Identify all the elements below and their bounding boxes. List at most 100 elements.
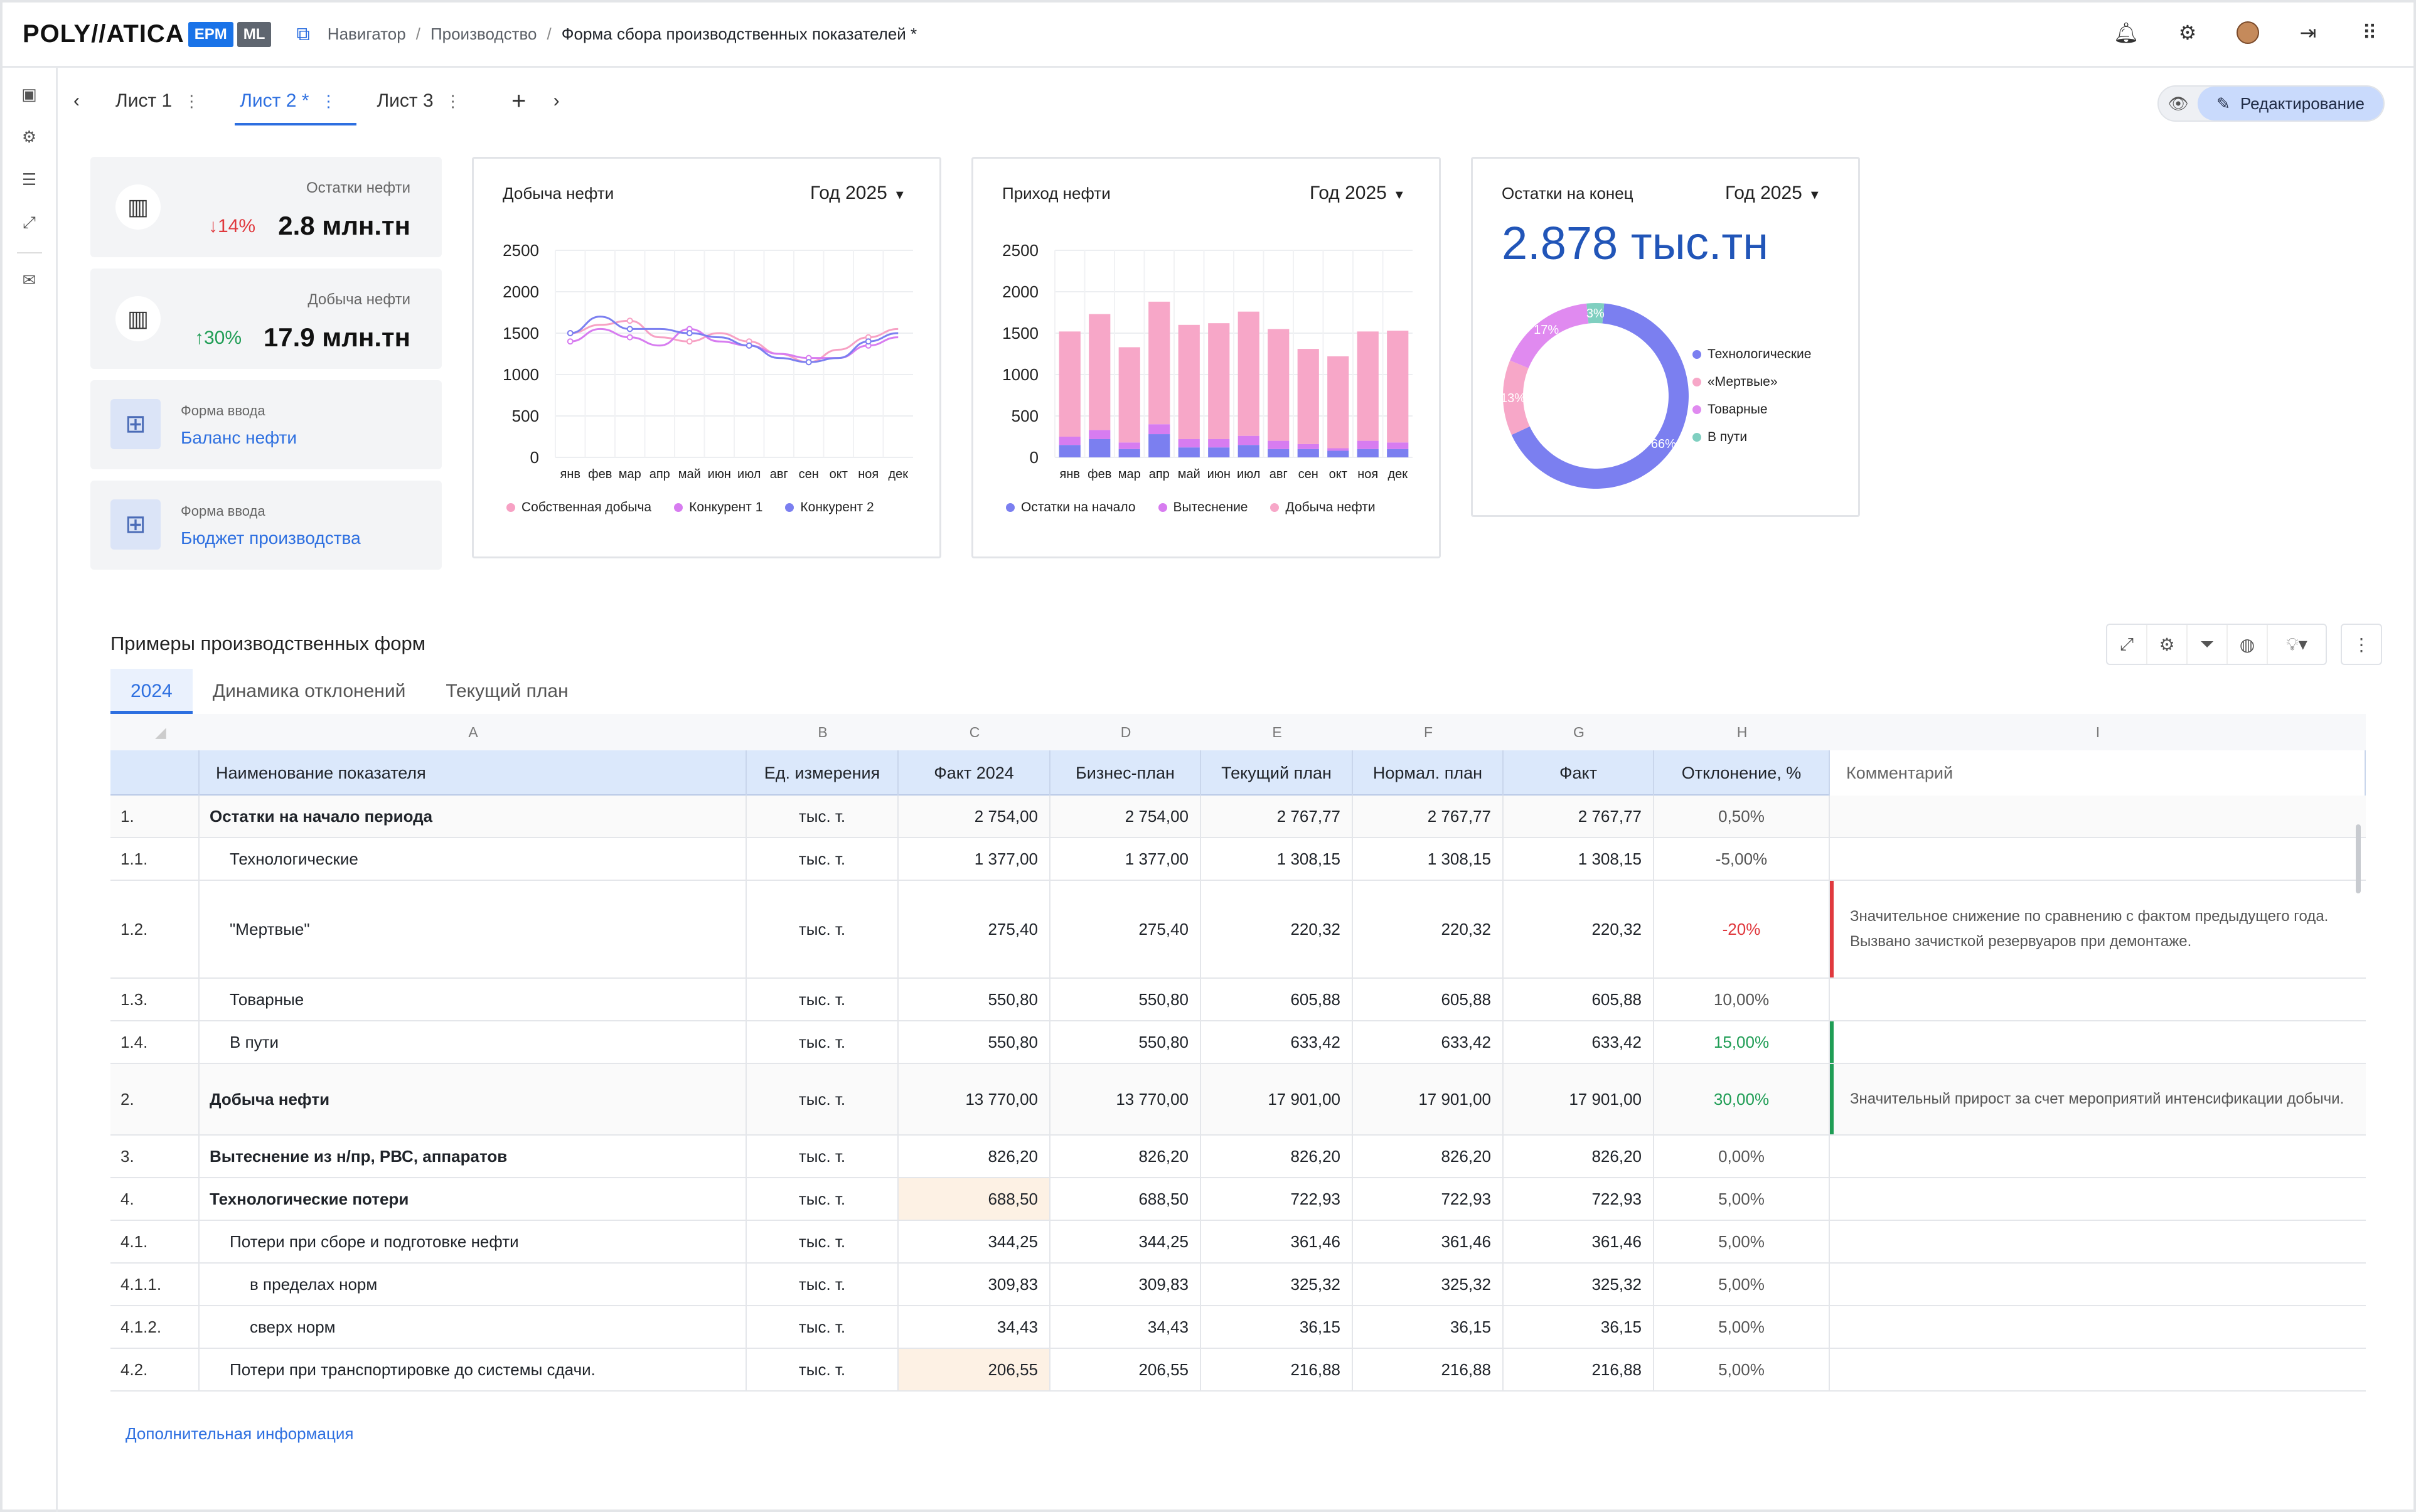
column-letter[interactable]: A [468,724,478,740]
cell-value[interactable]: 1 308,15 [1504,838,1654,880]
chevron-left-icon[interactable]: ‹ [73,90,80,111]
header-cell[interactable]: Отклонение, % [1654,750,1830,796]
legend-item[interactable]: Собственная добыча [506,500,651,515]
cell-value[interactable]: 13 770,00 [899,1064,1050,1134]
cell-comment[interactable] [1830,1306,2366,1348]
column-letter[interactable]: G [1573,724,1585,740]
year-dropdown[interactable]: Год 2025 ▼ [1725,183,1821,204]
legend-item[interactable]: Конкурент 2 [785,500,874,515]
cell-value[interactable]: 722,93 [1504,1178,1654,1220]
more-icon[interactable]: ⋮ [2341,624,2382,665]
cell-value[interactable]: 344,25 [1050,1221,1201,1262]
save-icon[interactable]: ▣ [21,85,37,104]
cell-value[interactable]: 722,93 [1201,1178,1353,1220]
avatar[interactable] [2237,21,2259,44]
form-link[interactable]: Бюджет производства [181,528,361,548]
cell-comment[interactable] [1830,1349,2366,1390]
cell-value[interactable]: 309,83 [1050,1264,1201,1305]
cell-value[interactable]: 1 308,15 [1201,838,1353,880]
cell-value[interactable]: 826,20 [1050,1136,1201,1177]
lightbulb-icon[interactable]: 💡︎▾ [2286,634,2307,654]
cell-value[interactable]: 633,42 [1504,1021,1654,1063]
cell-comment[interactable] [1830,979,2366,1020]
cell-value[interactable]: 550,80 [1050,1021,1201,1063]
form-card-production-budget[interactable]: ⊞ Форма ввода Бюджет производства [90,481,442,570]
cell-comment[interactable] [1830,1178,2366,1220]
tab-sheet-1[interactable]: Лист 1 ⋮ [95,68,220,134]
settings-icon[interactable]: ⚙ [21,127,37,146]
navigator-icon[interactable]: ⧉ [296,23,310,45]
cell-value[interactable]: 325,32 [1201,1264,1353,1305]
breadcrumb-item-production[interactable]: Производство [430,24,537,43]
column-letter[interactable]: F [1423,724,1433,740]
cell-value[interactable]: 220,32 [1353,881,1504,977]
column-letter[interactable]: I [2095,724,2100,740]
cell-value[interactable]: 36,15 [1504,1306,1654,1348]
cell-value[interactable]: 633,42 [1201,1021,1353,1063]
logout-icon[interactable]: ⇥ [2299,21,2317,44]
gear-icon[interactable]: ⚙ [2178,21,2197,44]
more-info-link[interactable]: Дополнительная информация [126,1424,354,1443]
tab-sheet-3[interactable]: Лист 3 ⋮ [356,68,481,134]
apps-grid-icon[interactable]: ⠿ [2362,21,2377,44]
select-all-corner[interactable]: ◢ [155,724,166,740]
cell-value[interactable]: 216,88 [1504,1349,1654,1390]
cell-value[interactable]: 633,42 [1353,1021,1504,1063]
sliders-icon[interactable]: ☰ [21,170,37,189]
cell-value[interactable]: 688,50 [1050,1178,1201,1220]
cell-value[interactable]: 34,43 [899,1306,1050,1348]
cell-value[interactable]: 17 901,00 [1504,1064,1654,1134]
palette-icon[interactable]: ◍ [2228,625,2268,664]
add-sheet-icon[interactable]: + [511,87,526,115]
cell-value[interactable]: 550,80 [899,1021,1050,1063]
cell-value[interactable]: 36,15 [1353,1306,1504,1348]
header-cell[interactable]: Ед. измерения [747,750,899,796]
gear-icon[interactable]: ⚙ [2147,625,2188,664]
cell-comment[interactable] [1830,1221,2366,1262]
cell-comment[interactable]: Значительный прирост за счет мероприятий… [1830,1064,2366,1134]
cell-value[interactable]: 605,88 [1353,979,1504,1020]
cell-value[interactable]: 550,80 [899,979,1050,1020]
cell-value[interactable]: 2 754,00 [1050,796,1201,837]
legend-item[interactable]: В пути [1692,423,1811,451]
tab-menu-icon[interactable]: ⋮ [183,91,200,110]
column-letter[interactable]: H [1736,724,1748,740]
cell-value[interactable]: 325,32 [1504,1264,1654,1305]
cell-value[interactable]: 17 901,00 [1201,1064,1353,1134]
cell-comment[interactable] [1830,1136,2366,1177]
cell-value[interactable]: 361,46 [1353,1221,1504,1262]
legend-item[interactable]: Добыча нефти [1270,500,1376,515]
cell-value[interactable]: 1 308,15 [1353,838,1504,880]
cell-value[interactable]: 826,20 [1353,1136,1504,1177]
cell-value[interactable]: 2 767,77 [1353,796,1504,837]
cell-comment[interactable] [1830,1021,2366,1063]
filter-icon[interactable]: ⏷ [2188,625,2228,664]
cell-value[interactable]: 17 901,00 [1353,1064,1504,1134]
cell-value[interactable]: 220,32 [1504,881,1654,977]
vertical-scrollbar[interactable] [2356,824,2361,893]
year-dropdown[interactable]: Год 2025 ▼ [810,183,906,204]
expand-icon[interactable]: ⤢ [23,213,36,232]
cell-value[interactable]: 1 377,00 [899,838,1050,880]
form-link[interactable]: Баланс нефти [181,428,297,447]
cell-value[interactable]: 605,88 [1504,979,1654,1020]
cell-value[interactable]: 325,32 [1353,1264,1504,1305]
column-letter[interactable]: B [818,724,828,740]
cell-value[interactable]: 722,93 [1353,1178,1504,1220]
cell-value[interactable]: 605,88 [1201,979,1353,1020]
form-card-oil-balance[interactable]: ⊞ Форма ввода Баланс нефти [90,380,442,469]
cell-comment[interactable] [1830,796,2366,837]
cell-value[interactable]: 34,43 [1050,1306,1201,1348]
header-cell[interactable]: Комментарий [1830,750,2366,796]
cell-value[interactable]: 826,20 [899,1136,1050,1177]
header-cell[interactable]: Нормал. план [1353,750,1504,796]
comment-icon[interactable]: ✉ [22,270,36,289]
cell-value[interactable]: 361,46 [1504,1221,1654,1262]
cell-value[interactable]: 688,50 [899,1178,1050,1220]
column-letter[interactable]: E [1272,724,1282,740]
cell-value[interactable]: 1 377,00 [1050,838,1201,880]
cell-value[interactable]: 206,55 [1050,1349,1201,1390]
cell-comment[interactable]: Значительное снижение по сравнению с фак… [1830,881,2366,977]
cell-value[interactable]: 2 754,00 [899,796,1050,837]
header-cell[interactable]: Факт 2024 [899,750,1050,796]
